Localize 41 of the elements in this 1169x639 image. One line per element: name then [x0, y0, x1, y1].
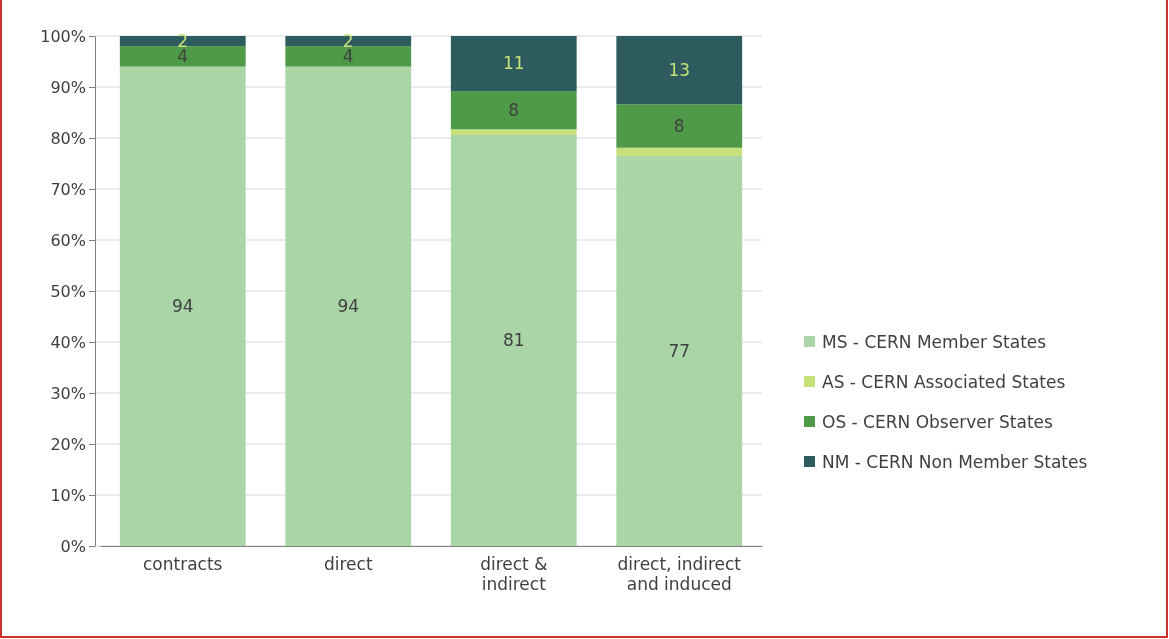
bar: [616, 36, 743, 105]
y-tick-label: 100%: [40, 26, 86, 46]
bar: [119, 46, 246, 67]
data-label: 94: [171, 296, 194, 317]
x-tick-label: direct, indirect and induced: [617, 554, 742, 594]
bar: [616, 147, 743, 156]
bar: [119, 36, 246, 47]
data-label: 77: [668, 340, 691, 361]
y-tick-label: 10%: [50, 485, 86, 505]
bar: [119, 66, 246, 546]
legend-label: AS - CERN Associated States: [822, 371, 1066, 392]
data-label: 81: [502, 330, 525, 351]
data-label: 8: [508, 100, 520, 121]
bar: [450, 91, 577, 130]
x-tick-label: direct: [323, 554, 373, 575]
y-tick-label: 50%: [50, 281, 86, 301]
bar: [616, 155, 743, 546]
y-tick-label: 90%: [50, 77, 86, 97]
legend-label: OS - CERN Observer States: [822, 411, 1054, 432]
y-tick-label: 30%: [50, 383, 86, 403]
y-tick-label: 60%: [50, 230, 86, 250]
bar: [450, 134, 577, 546]
bar: [285, 36, 412, 47]
legend-label: NM - CERN Non Member States: [822, 451, 1088, 472]
legend-label: MS - CERN Member States: [822, 331, 1047, 352]
bar: [450, 36, 577, 92]
data-label: 8: [673, 115, 685, 136]
data-label: 13: [668, 60, 691, 81]
bar: [616, 104, 743, 148]
data-label: 11: [502, 53, 525, 74]
bar: [285, 66, 412, 546]
x-tick-label: contracts: [143, 554, 223, 575]
bar: [285, 46, 412, 67]
y-tick-label: 0%: [60, 536, 86, 556]
y-tick-label: 40%: [50, 332, 86, 352]
x-tick-label: direct & indirect: [480, 554, 548, 594]
y-tick-label: 80%: [50, 128, 86, 148]
bar: [450, 129, 577, 135]
y-tick-label: 20%: [50, 434, 86, 454]
y-tick-label: 70%: [50, 179, 86, 199]
data-label: 94: [337, 296, 360, 317]
